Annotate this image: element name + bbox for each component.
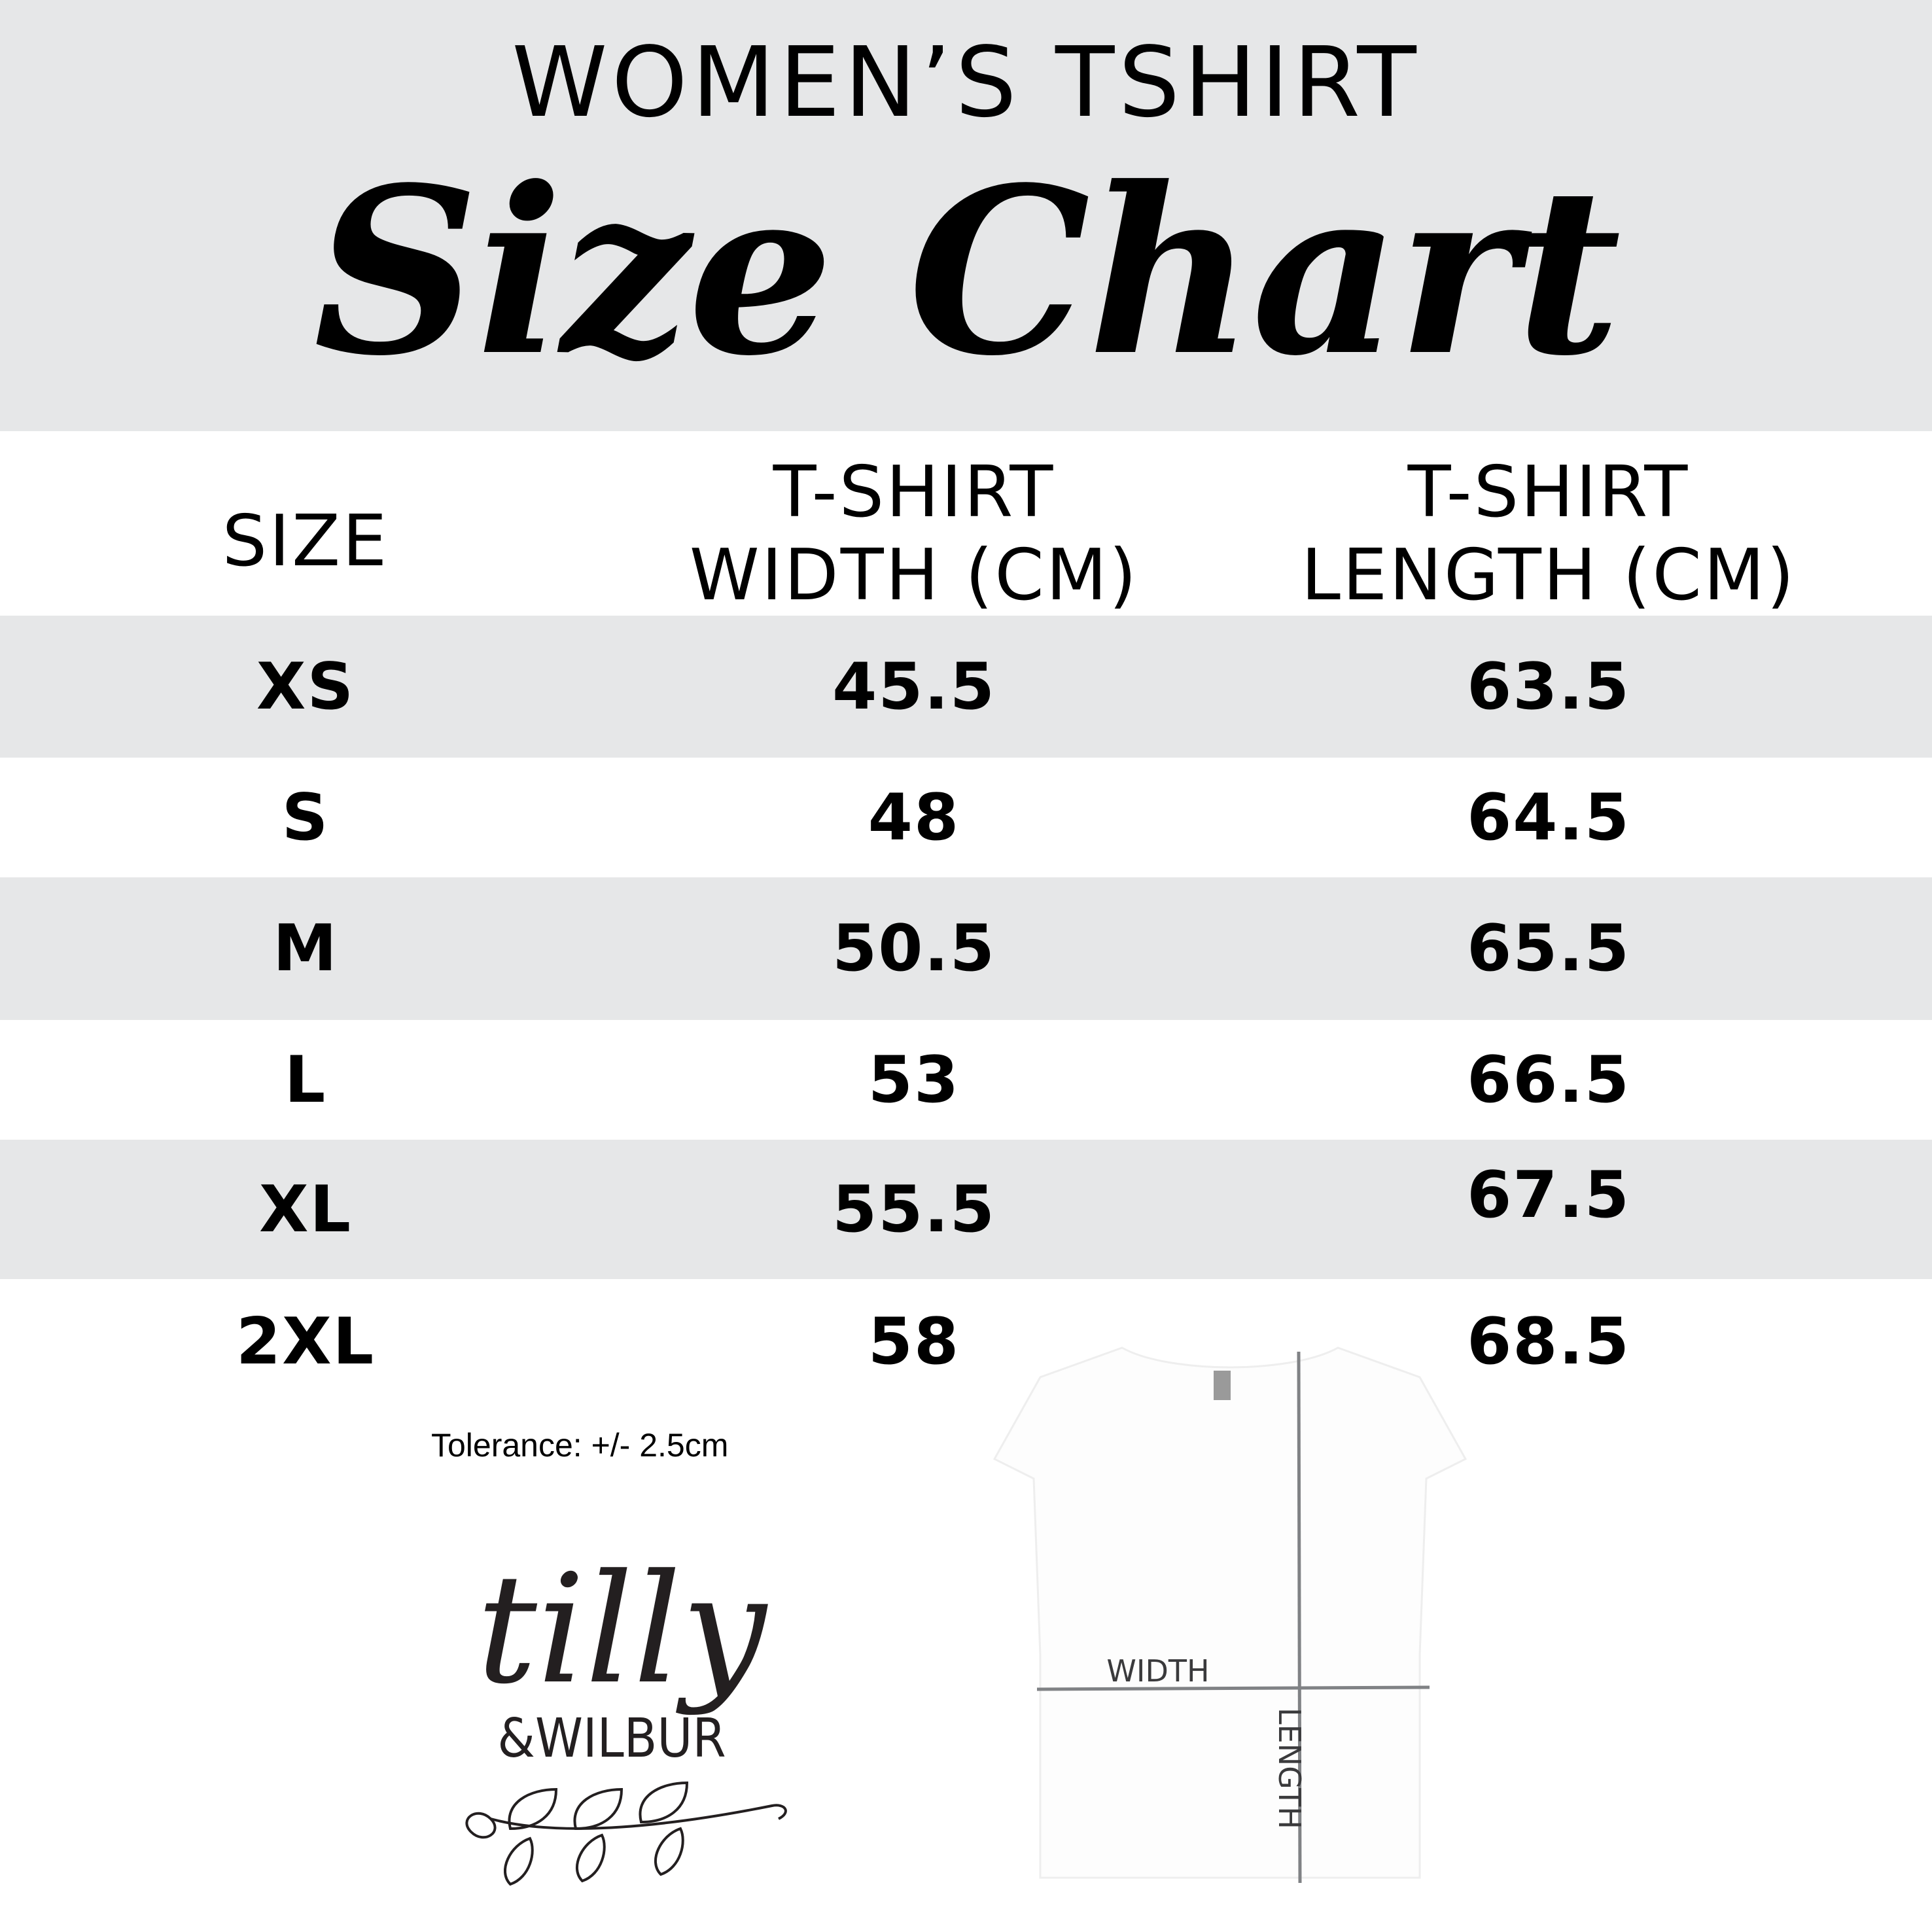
leaf-vine-icon xyxy=(465,1781,787,1886)
length-cell: 65.5 xyxy=(1467,911,1630,986)
width-label: WIDTH xyxy=(1106,1653,1209,1689)
column-header-size: SIZE xyxy=(222,501,389,582)
tshirt-icon xyxy=(992,1346,1467,1879)
table-row: XL 55.5 67.5 xyxy=(0,1140,1932,1279)
brand-logo: tilly &WILBUR xyxy=(465,1543,787,1886)
table-row: 2XL 58 68.5 xyxy=(0,1279,1932,1405)
size-cell: 2XL xyxy=(236,1305,376,1379)
table-row: XS 45.5 63.5 xyxy=(0,616,1932,758)
table-header: SIZE T-SHIRT WIDTH (CM) T-SHIRT LENGTH (CM… xyxy=(0,431,1932,616)
length-cell: 66.5 xyxy=(1467,1042,1630,1117)
size-cell: S xyxy=(281,780,330,855)
label-tag xyxy=(1214,1371,1231,1400)
width-cell: 45.5 xyxy=(832,649,996,724)
table-row: L 53 66.5 xyxy=(0,1020,1932,1140)
length-cell: 63.5 xyxy=(1467,649,1630,724)
width-cell: 55.5 xyxy=(832,1172,996,1247)
size-cell: L xyxy=(284,1042,327,1117)
length-cell: 68.5 xyxy=(1467,1305,1630,1379)
logo-wordmark-text: &WILBUR xyxy=(497,1708,726,1770)
width-cell: 53 xyxy=(868,1042,960,1117)
length-cell: 67.5 xyxy=(1467,1158,1630,1233)
page-subtitle: Size Chart xyxy=(313,137,1621,406)
header-band: WOMEN’S TSHIRT Size Chart xyxy=(0,0,1932,431)
length-label: LENGTH xyxy=(1272,1708,1307,1829)
width-cell: 50.5 xyxy=(832,911,996,986)
size-cell: M xyxy=(273,911,338,986)
width-cell: 58 xyxy=(868,1305,960,1379)
column-header-width: T-SHIRT WIDTH (CM) xyxy=(689,451,1139,617)
tshirt-diagram: WIDTH LENGTH xyxy=(992,1346,1467,1884)
size-cell: XS xyxy=(256,649,355,724)
column-header-length: T-SHIRT LENGTH (CM) xyxy=(1301,451,1797,617)
width-cell: 48 xyxy=(868,780,960,855)
logo-script-text: tilly xyxy=(476,1543,768,1717)
table-row: S 48 64.5 xyxy=(0,758,1932,877)
length-measure-line xyxy=(1297,1351,1302,1884)
length-cell: 64.5 xyxy=(1467,780,1630,855)
table-row: M 50.5 65.5 xyxy=(0,877,1932,1020)
size-cell: XL xyxy=(258,1172,353,1247)
tolerance-note: Tolerance: +/- 2.5cm xyxy=(431,1427,729,1464)
width-measure-line xyxy=(1036,1685,1430,1691)
page-title: WOMEN’S TSHIRT xyxy=(512,26,1420,139)
